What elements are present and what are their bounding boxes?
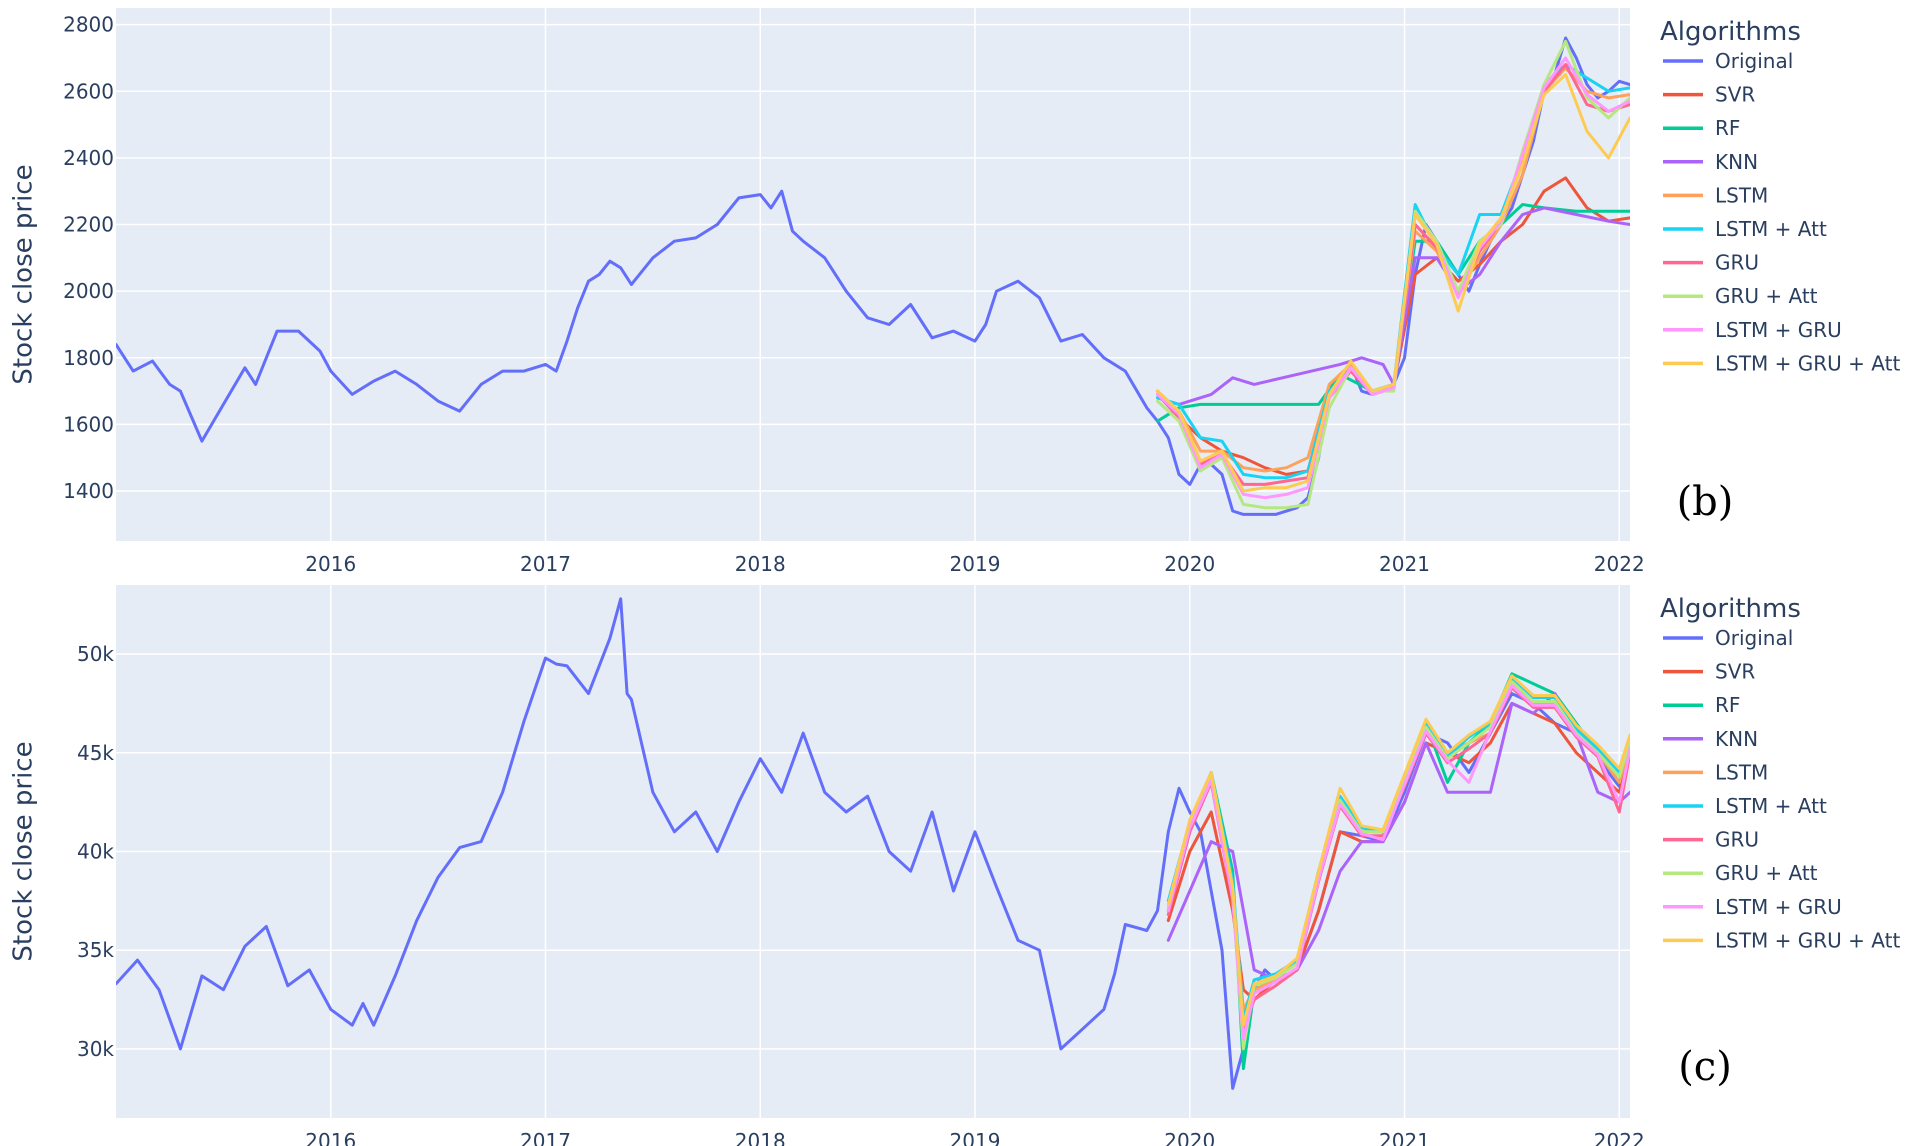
y-tick-label: 45k bbox=[77, 741, 114, 765]
legend-item[interactable]: RF bbox=[1663, 116, 1740, 140]
series-group bbox=[116, 36, 1630, 516]
y-tick-label: 2200 bbox=[63, 213, 114, 237]
x-tick-label: 2018 bbox=[735, 552, 786, 576]
legend-label: KNN bbox=[1715, 150, 1758, 174]
legend-item[interactable]: LSTM + Att bbox=[1663, 794, 1827, 818]
y-tick-label: 1400 bbox=[63, 479, 114, 503]
x-tick-label: 2019 bbox=[950, 552, 1001, 576]
legend-title: Algorithms bbox=[1660, 594, 1801, 624]
legend-label: GRU + Att bbox=[1715, 284, 1818, 308]
legend-label: GRU bbox=[1715, 251, 1759, 275]
x-tick-label: 2017 bbox=[520, 552, 571, 576]
legend-item[interactable]: KNN bbox=[1663, 150, 1758, 174]
legend-item[interactable]: SVR bbox=[1663, 660, 1755, 684]
legend-label: Original bbox=[1715, 49, 1793, 73]
x-tick-label: 2017 bbox=[520, 1129, 571, 1146]
plot-background bbox=[116, 8, 1630, 541]
legend-item[interactable]: Original bbox=[1663, 626, 1793, 650]
y-tick-label: 40k bbox=[77, 840, 114, 864]
y-tick-label: 30k bbox=[77, 1037, 114, 1061]
legend-label: KNN bbox=[1715, 727, 1758, 751]
x-tick-label: 2016 bbox=[305, 552, 356, 576]
legend-label: LSTM + GRU + Att bbox=[1715, 351, 1900, 375]
y-tick-label: 2000 bbox=[63, 279, 114, 303]
legend-item[interactable]: GRU bbox=[1663, 828, 1759, 852]
legend-item[interactable]: LSTM + GRU bbox=[1663, 318, 1842, 342]
legend-item[interactable]: RF bbox=[1663, 693, 1740, 717]
legend-label: LSTM + GRU bbox=[1715, 318, 1842, 342]
legend-label: LSTM bbox=[1715, 183, 1768, 207]
legend-label: LSTM + GRU bbox=[1715, 895, 1842, 919]
x-tick-label: 2018 bbox=[735, 1129, 786, 1146]
chart-panel-c: 2016 2017 2018 2019 2020 2021 2022 30k 35k 40k 45k… bbox=[9, 585, 1900, 1146]
legend-item[interactable]: GRU bbox=[1663, 251, 1759, 275]
x-tick-label: 2020 bbox=[1164, 1129, 1215, 1146]
legend-label: RF bbox=[1715, 693, 1740, 717]
legend-label: SVR bbox=[1715, 83, 1755, 107]
legend-item[interactable]: GRU + Att bbox=[1663, 861, 1818, 885]
y-tick-label: 1800 bbox=[63, 346, 114, 370]
y-tick-label: 50k bbox=[77, 642, 114, 666]
legend-label: RF bbox=[1715, 116, 1740, 140]
legend-item[interactable]: SVR bbox=[1663, 83, 1755, 107]
panel-label: (b) bbox=[1677, 479, 1734, 525]
series-line-lstm-gru-att bbox=[1166, 674, 1630, 1027]
legend-item[interactable]: LSTM + GRU + Att bbox=[1663, 928, 1900, 952]
legend-label: Original bbox=[1715, 626, 1793, 650]
legend-item[interactable]: LSTM bbox=[1663, 760, 1768, 784]
legend-item[interactable]: Original bbox=[1663, 49, 1793, 73]
legend-label: LSTM + Att bbox=[1715, 217, 1827, 241]
y-tick-label: 2400 bbox=[63, 146, 114, 170]
x-tick-label: 2019 bbox=[950, 1129, 1001, 1146]
legend-title: Algorithms bbox=[1660, 17, 1801, 47]
y-tick-label: 1600 bbox=[63, 412, 114, 436]
series-line-knn bbox=[1156, 206, 1630, 406]
x-tick-label: 2016 bbox=[305, 1129, 356, 1146]
y-tick-label: 2600 bbox=[63, 79, 114, 103]
y-axis-title: Stock close price bbox=[9, 164, 39, 384]
legend-item[interactable]: LSTM + GRU bbox=[1663, 895, 1842, 919]
series-line-gru-att bbox=[1156, 39, 1630, 510]
legend-label: LSTM + Att bbox=[1715, 794, 1827, 818]
series-line-lstm-gru-att bbox=[1156, 73, 1630, 493]
series-group bbox=[116, 597, 1630, 1090]
legend-item[interactable]: KNN bbox=[1663, 727, 1758, 751]
x-tick-label: 2020 bbox=[1164, 552, 1215, 576]
legend-label: GRU bbox=[1715, 828, 1759, 852]
legend-label: LSTM bbox=[1715, 760, 1768, 784]
x-tick-label: 2022 bbox=[1594, 1129, 1645, 1146]
y-axis-title: Stock close price bbox=[9, 741, 39, 961]
legend-label: LSTM + GRU + Att bbox=[1715, 928, 1900, 952]
legend-label: GRU + Att bbox=[1715, 861, 1818, 885]
chart-panel-b: 2016 2017 2018 2019 2020 2021 2022 1400 1600 1800… bbox=[9, 8, 1900, 576]
x-tick-label: 2021 bbox=[1379, 552, 1430, 576]
y-tick-label: 2800 bbox=[63, 13, 114, 37]
series-line-lstm-gru bbox=[1156, 56, 1630, 500]
legend-label: SVR bbox=[1715, 660, 1755, 684]
legend-item[interactable]: GRU + Att bbox=[1663, 284, 1818, 308]
x-tick-label: 2021 bbox=[1379, 1129, 1430, 1146]
panel-label: (c) bbox=[1678, 1044, 1732, 1090]
y-tick-label: 35k bbox=[77, 938, 114, 962]
legend-item[interactable]: LSTM bbox=[1663, 183, 1768, 207]
x-tick-label: 2022 bbox=[1594, 552, 1645, 576]
legend-item[interactable]: LSTM + Att bbox=[1663, 217, 1827, 241]
legend-item[interactable]: LSTM + GRU + Att bbox=[1663, 351, 1900, 375]
